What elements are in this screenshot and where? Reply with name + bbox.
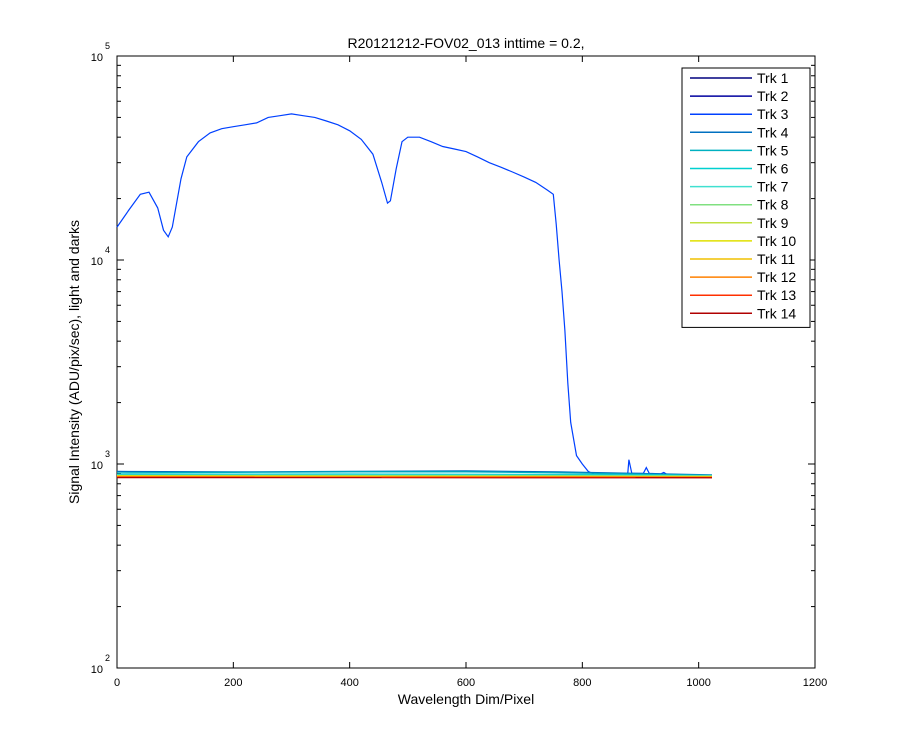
y-tick-label-base: 10 [91,664,103,676]
x-tick-label: 600 [457,677,475,689]
x-tick-label: 0 [114,677,120,689]
legend-label: Trk 2 [757,88,789,104]
legend-label: Trk 13 [757,287,796,303]
series-layer [117,114,712,478]
legend-label: Trk 8 [757,197,789,213]
x-axis-label: Wavelength Dim/Pixel [398,691,534,707]
y-tick-label-exp: 4 [105,245,110,255]
legend-label: Trk 10 [757,233,796,249]
series-line [117,114,712,475]
chart-title: R20121212-FOV02_013 inttime = 0.2, [348,35,585,51]
y-tick-label-exp: 5 [105,41,110,51]
y-tick-label-exp: 2 [105,653,110,663]
legend-label: Trk 9 [757,215,789,231]
x-tick-label: 200 [224,677,242,689]
x-tick-label: 800 [573,677,591,689]
legend-label: Trk 5 [757,142,789,158]
y-tick-label-exp: 3 [105,449,110,459]
legend-label: Trk 3 [757,106,789,122]
y-tick-label-base: 10 [91,256,103,268]
legend-label: Trk 14 [757,305,796,321]
y-tick-label-base: 10 [91,460,103,472]
x-tick-label: 1000 [686,677,710,689]
legend-label: Trk 6 [757,161,789,177]
y-axis-label: Signal Intensity (ADU/pix/sec), light an… [66,220,82,504]
legend-label: Trk 7 [757,179,789,195]
x-tick-label: 1200 [803,677,827,689]
legend: Trk 1 Trk 2 Trk 3 Trk 4 Trk 5 Trk 6 Trk 7 Trk 8… [682,68,810,327]
y-tick-label-base: 10 [91,52,103,64]
legend-label: Trk 11 [757,251,795,267]
legend-label: Trk 12 [757,269,796,285]
legend-label: Trk 1 [757,70,789,86]
legend-label: Trk 4 [757,124,789,140]
x-tick-label: 400 [340,677,358,689]
